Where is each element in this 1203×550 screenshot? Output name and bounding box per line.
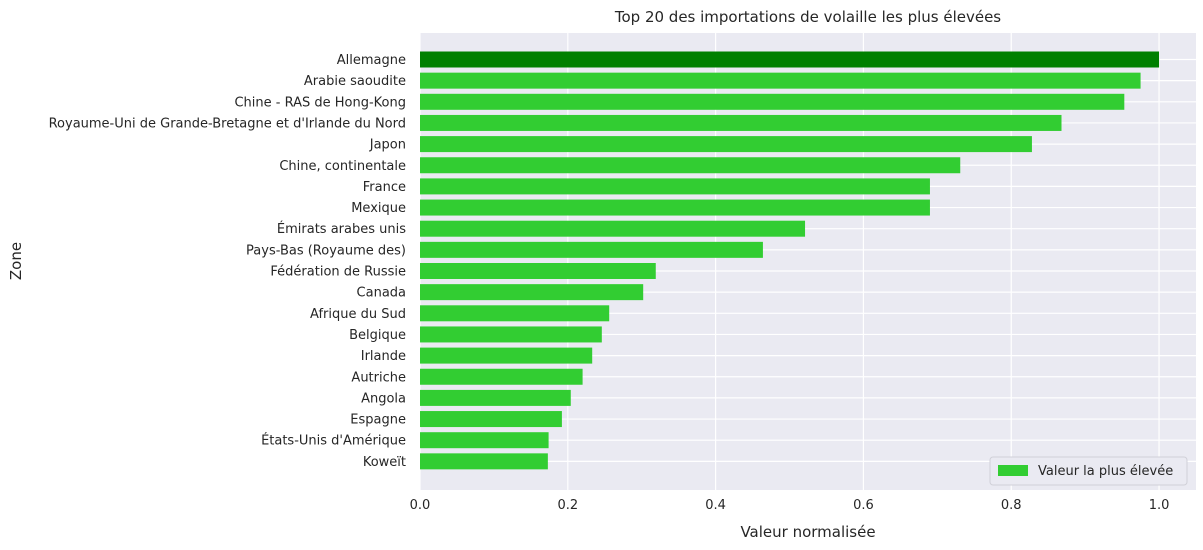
bar [420, 93, 1125, 110]
y-tick-label: Espagne [350, 413, 406, 428]
y-axis-label: Zone [7, 242, 25, 280]
bar [420, 178, 930, 195]
x-tick-label: 0.8 [1001, 498, 1022, 513]
y-tick-label: Arabie saoudite [304, 74, 406, 89]
y-tick-label: Allemagne [337, 53, 406, 68]
y-tick-label: Mexique [351, 201, 406, 216]
bar [420, 411, 562, 428]
bar [420, 136, 1032, 153]
bar [420, 51, 1160, 68]
legend: Valeur la plus élevée [989, 456, 1188, 486]
x-tick-labels: 0.0 0.2 0.4 0.6 0.8 1.0 [410, 498, 1170, 513]
bar [420, 347, 593, 364]
y-tick-labels: Allemagne Arabie saoudite Chine - RAS de H… [49, 53, 407, 470]
bar [420, 432, 549, 449]
bar [420, 326, 602, 343]
y-tick-label: Angola [361, 391, 406, 406]
bar [420, 284, 644, 301]
bar [420, 368, 583, 385]
bar [420, 114, 1062, 131]
chart-title: Top 20 des importations de volaille les … [614, 8, 1001, 26]
y-tick-label: Belgique [349, 328, 406, 343]
bar [420, 72, 1141, 89]
y-tick-label: Royaume-Uni de Grande-Bretagne et d'Irla… [49, 116, 406, 131]
bar [420, 220, 806, 237]
bar [420, 241, 763, 258]
bar [420, 305, 610, 322]
y-tick-label: Émirats arabes unis [277, 221, 406, 237]
bar [420, 199, 930, 216]
x-axis-label: Valeur normalisée [740, 523, 875, 541]
x-tick-label: 0.4 [705, 498, 726, 513]
y-tick-label: Canada [357, 286, 406, 301]
bar [420, 157, 961, 174]
y-tick-label: Chine, continentale [279, 159, 406, 174]
y-tick-label: Chine - RAS de Hong-Kong [234, 95, 406, 110]
y-tick-label: Autriche [351, 370, 406, 385]
y-tick-label: Afrique du Sud [310, 307, 406, 322]
y-tick-label: Fédération de Russie [270, 265, 406, 280]
x-tick-label: 1.0 [1149, 498, 1170, 513]
y-tick-label: Japon [369, 138, 406, 153]
y-tick-label: Koweït [363, 455, 406, 470]
bar [420, 453, 548, 470]
x-tick-label: 0.6 [853, 498, 874, 513]
y-tick-label: États-Unis d'Amérique [261, 433, 406, 449]
legend-box [989, 456, 1188, 486]
bar [420, 389, 571, 406]
bars [420, 51, 1160, 470]
y-tick-label: Irlande [361, 349, 406, 364]
x-tick-label: 0.0 [410, 498, 431, 513]
legend-swatch [998, 465, 1028, 476]
y-tick-label: France [363, 180, 406, 195]
legend-label: Valeur la plus élevée [1038, 464, 1173, 479]
x-tick-label: 0.2 [557, 498, 578, 513]
y-tick-label: Pays-Bas (Royaume des) [246, 243, 406, 258]
bar [420, 263, 656, 279]
